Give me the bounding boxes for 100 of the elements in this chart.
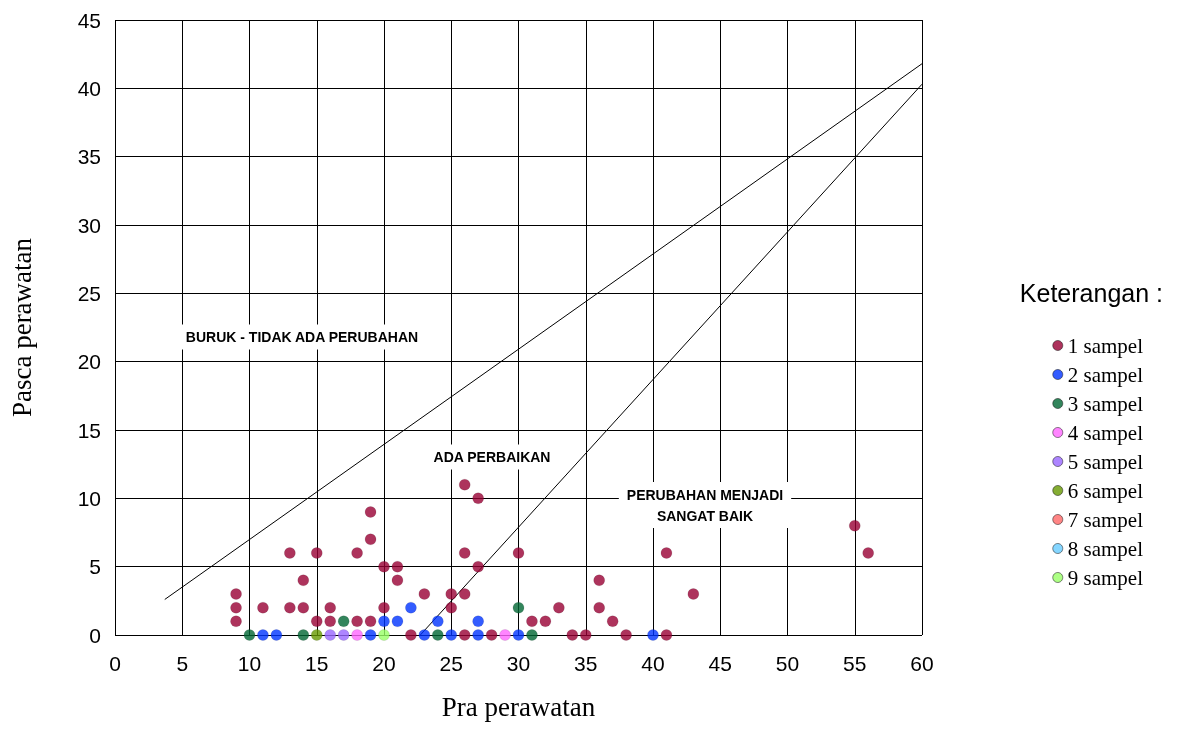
point	[660, 547, 673, 559]
point	[391, 615, 404, 628]
point	[351, 615, 363, 628]
point	[862, 547, 874, 559]
y-tick-label: 15	[77, 418, 101, 442]
point	[472, 615, 484, 628]
x-tick-label: 30	[506, 652, 531, 675]
x-tick-label: 25	[439, 652, 463, 675]
legend-label: 5 sampel	[1067, 449, 1144, 474]
y-tick-label: 20	[77, 350, 101, 374]
point	[311, 615, 323, 628]
point	[472, 492, 484, 505]
point	[405, 601, 417, 614]
point	[660, 629, 673, 641]
x-tick-label: 45	[708, 652, 732, 675]
x-tick-label: 0	[109, 652, 121, 675]
point	[606, 615, 619, 628]
point	[243, 629, 256, 641]
y-tick-label: 45	[77, 8, 101, 32]
point	[553, 601, 565, 614]
legend-label: 4 sampel	[1067, 420, 1144, 445]
legend-label: 2 sampel	[1067, 362, 1144, 387]
y-tick-label: 40	[77, 76, 101, 100]
point	[324, 629, 336, 641]
y-tick-label: 10	[77, 486, 101, 510]
point	[297, 629, 310, 641]
point	[418, 588, 431, 600]
x-tick-label: 40	[641, 652, 665, 675]
point	[378, 560, 390, 573]
y-tick-label: 35	[77, 145, 101, 169]
legend-label: 7 sampel	[1067, 507, 1144, 532]
x-axis-title: Pra perawatan	[441, 691, 596, 722]
x-tick-label: 60	[910, 652, 934, 675]
point	[378, 629, 390, 641]
point	[257, 629, 269, 641]
legend-label: 9 sampel	[1067, 565, 1144, 590]
y-tick-label: 5	[89, 555, 101, 579]
point	[297, 574, 310, 587]
point	[526, 615, 538, 628]
point	[647, 629, 659, 641]
y-tick-label: 25	[77, 281, 101, 305]
point	[351, 547, 363, 559]
point	[432, 615, 444, 628]
point	[593, 601, 605, 614]
x-tick-label: 15	[305, 652, 329, 675]
point	[324, 615, 336, 628]
point	[378, 601, 390, 614]
legend-label: 6 sampel	[1067, 478, 1144, 503]
point	[458, 478, 471, 491]
legend-label: 1 sampel	[1067, 333, 1144, 358]
point	[270, 629, 283, 641]
point	[364, 506, 377, 518]
point	[458, 629, 471, 641]
point	[458, 547, 471, 559]
point	[687, 588, 700, 600]
legend-title: Keterangan :	[1019, 278, 1164, 307]
point	[849, 519, 861, 532]
point	[311, 547, 323, 559]
legend-label: 8 sampel	[1067, 536, 1144, 561]
point	[620, 629, 632, 641]
point	[472, 629, 484, 641]
point	[593, 574, 605, 587]
x-tick-label: 35	[574, 652, 598, 675]
x-tick-label: 5	[176, 652, 189, 675]
y-axis-title: Pasca perawatan	[6, 237, 37, 418]
point	[418, 629, 431, 641]
point	[512, 601, 525, 614]
point	[512, 547, 525, 559]
point	[391, 560, 404, 573]
point	[526, 629, 538, 641]
point	[378, 615, 390, 628]
point	[580, 629, 592, 641]
point	[472, 560, 484, 573]
x-tick-label: 10	[237, 652, 262, 675]
legend-label: 3 sampel	[1067, 391, 1144, 416]
point	[445, 629, 457, 641]
y-tick-label: 30	[77, 213, 101, 237]
point	[311, 629, 323, 641]
x-tick-label: 20	[372, 652, 396, 675]
point	[337, 615, 350, 628]
point	[405, 629, 417, 641]
point	[432, 629, 444, 641]
annotation: PERUBAHAN MENJADI SANGAT BAIK	[626, 486, 784, 524]
x-tick-label: 55	[843, 652, 867, 675]
point	[284, 547, 296, 559]
point	[257, 601, 269, 614]
point	[445, 601, 457, 614]
point	[445, 588, 457, 600]
point	[351, 629, 363, 641]
point	[284, 601, 296, 614]
point	[230, 588, 242, 600]
point	[499, 629, 511, 641]
point	[324, 601, 336, 614]
point	[364, 533, 377, 546]
x-tick-label: 50	[775, 652, 800, 675]
point	[364, 615, 377, 628]
point	[485, 629, 498, 641]
point	[458, 588, 471, 600]
y-tick-label: 0	[89, 623, 101, 647]
point	[230, 601, 242, 614]
